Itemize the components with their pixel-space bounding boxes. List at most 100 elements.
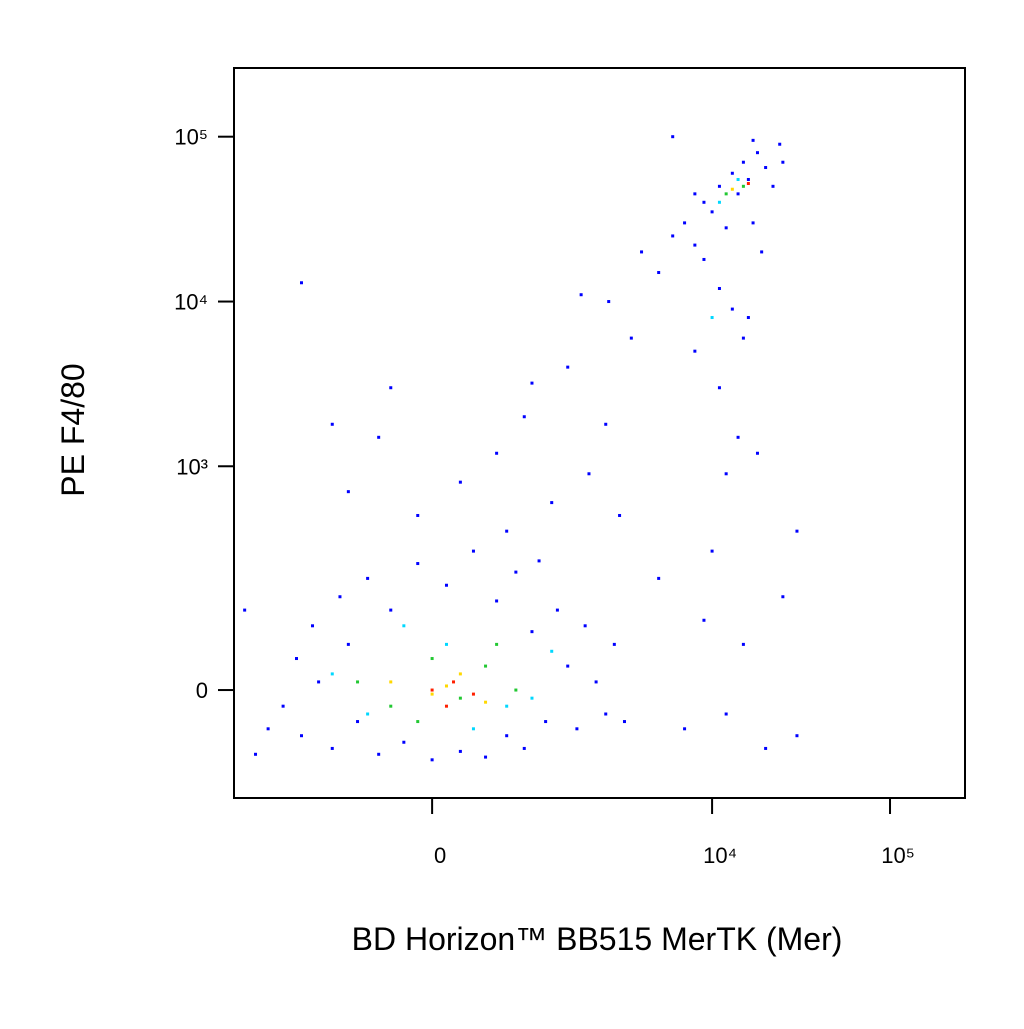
point	[724, 472, 728, 476]
point	[717, 386, 721, 390]
point	[693, 192, 697, 196]
point	[657, 576, 661, 580]
point	[458, 672, 462, 676]
point	[771, 184, 775, 188]
point	[778, 142, 782, 146]
y-axis-label: PE F4/80	[55, 363, 91, 496]
point	[746, 177, 750, 181]
point	[430, 692, 434, 696]
point	[746, 316, 750, 320]
point	[484, 755, 488, 759]
point	[604, 422, 608, 426]
point	[629, 336, 633, 340]
point	[505, 734, 509, 738]
point	[730, 171, 734, 175]
point	[254, 752, 258, 756]
point	[389, 386, 393, 390]
point	[402, 624, 406, 628]
point	[522, 746, 526, 750]
point	[741, 336, 745, 340]
point	[550, 501, 554, 505]
point	[702, 200, 706, 204]
point	[416, 720, 420, 724]
point	[683, 727, 687, 731]
point	[724, 192, 728, 196]
point	[741, 160, 745, 164]
point	[683, 221, 687, 225]
point	[311, 624, 315, 628]
point	[612, 642, 616, 646]
point	[389, 608, 393, 612]
point	[452, 680, 456, 684]
x-tick-label: 0	[434, 843, 446, 868]
point	[484, 700, 488, 704]
point	[495, 451, 499, 455]
point	[243, 608, 247, 612]
point	[730, 307, 734, 311]
point	[444, 583, 448, 587]
point	[657, 271, 661, 275]
point	[430, 758, 434, 762]
point	[575, 727, 579, 731]
point	[484, 664, 488, 668]
point	[736, 192, 740, 196]
plot-frame	[233, 67, 966, 799]
point	[471, 692, 475, 696]
point	[781, 160, 785, 164]
point	[495, 642, 499, 646]
point	[356, 680, 360, 684]
point	[416, 513, 420, 517]
point	[544, 720, 548, 724]
point	[671, 234, 675, 238]
point	[724, 226, 728, 230]
point	[505, 529, 509, 533]
point	[717, 286, 721, 290]
point	[402, 740, 406, 744]
point	[741, 642, 745, 646]
point	[795, 734, 799, 738]
point	[730, 187, 734, 191]
point	[471, 549, 475, 553]
x-axis-label: BD Horizon™ BB515 MerTK (Mer)	[352, 921, 843, 957]
y-tick-label: 10⁵	[174, 125, 208, 150]
point	[458, 480, 462, 484]
point	[755, 451, 759, 455]
point	[389, 704, 393, 708]
point	[751, 138, 755, 142]
point	[566, 664, 570, 668]
point	[514, 688, 518, 692]
point	[579, 293, 583, 297]
point	[795, 529, 799, 533]
y-tick-label: 10³	[176, 454, 208, 479]
point	[530, 381, 534, 385]
point	[702, 257, 706, 261]
point	[702, 618, 706, 622]
point	[495, 599, 499, 603]
point	[717, 184, 721, 188]
y-tick-label: 10⁴	[174, 290, 208, 315]
point	[366, 712, 370, 716]
point	[514, 570, 518, 574]
point	[781, 595, 785, 599]
point	[266, 727, 270, 731]
point	[724, 712, 728, 716]
point	[751, 221, 755, 225]
point	[389, 680, 393, 684]
point	[294, 657, 298, 661]
point	[566, 365, 570, 369]
point	[764, 746, 768, 750]
point	[618, 513, 622, 517]
point	[710, 549, 714, 553]
point	[710, 210, 714, 214]
point	[640, 250, 644, 254]
point	[330, 422, 334, 426]
point	[555, 608, 559, 612]
point	[377, 752, 381, 756]
point	[710, 316, 714, 320]
point	[299, 281, 303, 285]
point	[736, 435, 740, 439]
y-tick-label: 0	[196, 678, 208, 703]
point	[505, 704, 509, 708]
point	[671, 135, 675, 139]
point	[356, 720, 360, 724]
